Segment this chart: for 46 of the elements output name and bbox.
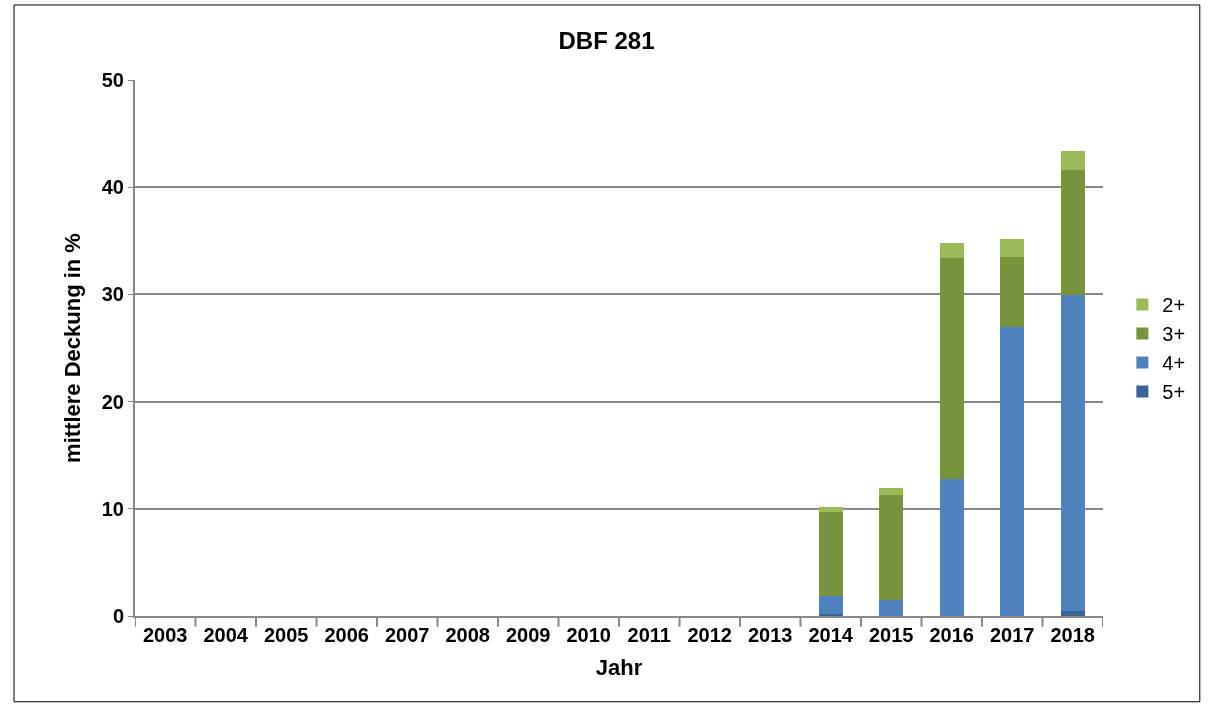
- x-tick-label: 2011: [627, 624, 671, 646]
- bar: [939, 478, 964, 616]
- x-tick-label: 2009: [506, 624, 551, 646]
- legend-label: 2+: [1162, 294, 1186, 317]
- bar: [818, 613, 843, 616]
- x-tick-label: 2004: [203, 624, 249, 646]
- x-tick-label: 2013: [748, 624, 793, 646]
- bar: [879, 599, 904, 616]
- bar: [939, 257, 964, 479]
- y-axis-title: mittlere Deckung in %: [60, 233, 86, 463]
- x-tick-label: 2006: [324, 624, 369, 646]
- x-axis-title: Jahr: [595, 655, 643, 681]
- bar: [818, 512, 843, 596]
- x-tick-label: 2005: [264, 624, 309, 646]
- bar: [1000, 326, 1025, 616]
- bar: [1000, 238, 1025, 257]
- bar: [818, 595, 843, 614]
- legend-label: 3+: [1162, 323, 1186, 346]
- x-tick-label: 2018: [1050, 624, 1095, 646]
- y-tick-label: 0: [112, 605, 124, 627]
- chart-title: DBF 281: [558, 26, 655, 54]
- bar: [1060, 295, 1085, 611]
- bar: [1000, 256, 1025, 327]
- x-tick-label: 2003: [143, 624, 188, 646]
- bar: [818, 506, 843, 513]
- legend-label: 5+: [1162, 381, 1186, 404]
- bar: [879, 488, 904, 495]
- y-tick-label: 20: [101, 390, 124, 413]
- y-tick-label: 50: [101, 69, 124, 91]
- bar: [1060, 150, 1085, 171]
- x-tick-label: 2014: [808, 624, 854, 646]
- bar: [939, 242, 964, 258]
- bar: [879, 494, 904, 600]
- bar: [1060, 170, 1085, 296]
- y-tick-label: 10: [101, 497, 124, 520]
- x-tick-label: 2012: [687, 624, 732, 646]
- x-tick-label: 2010: [566, 624, 611, 646]
- x-tick-label: 2007: [385, 624, 430, 646]
- x-tick-label: 2008: [445, 624, 490, 646]
- y-tick-label: 40: [101, 176, 124, 199]
- bar: [1060, 610, 1085, 616]
- x-tick-label: 2015: [869, 624, 914, 646]
- x-tick-label: 2016: [929, 624, 974, 646]
- legend-label: 4+: [1162, 352, 1186, 375]
- x-tick-label: 2017: [990, 624, 1035, 646]
- y-tick-label: 30: [101, 283, 124, 306]
